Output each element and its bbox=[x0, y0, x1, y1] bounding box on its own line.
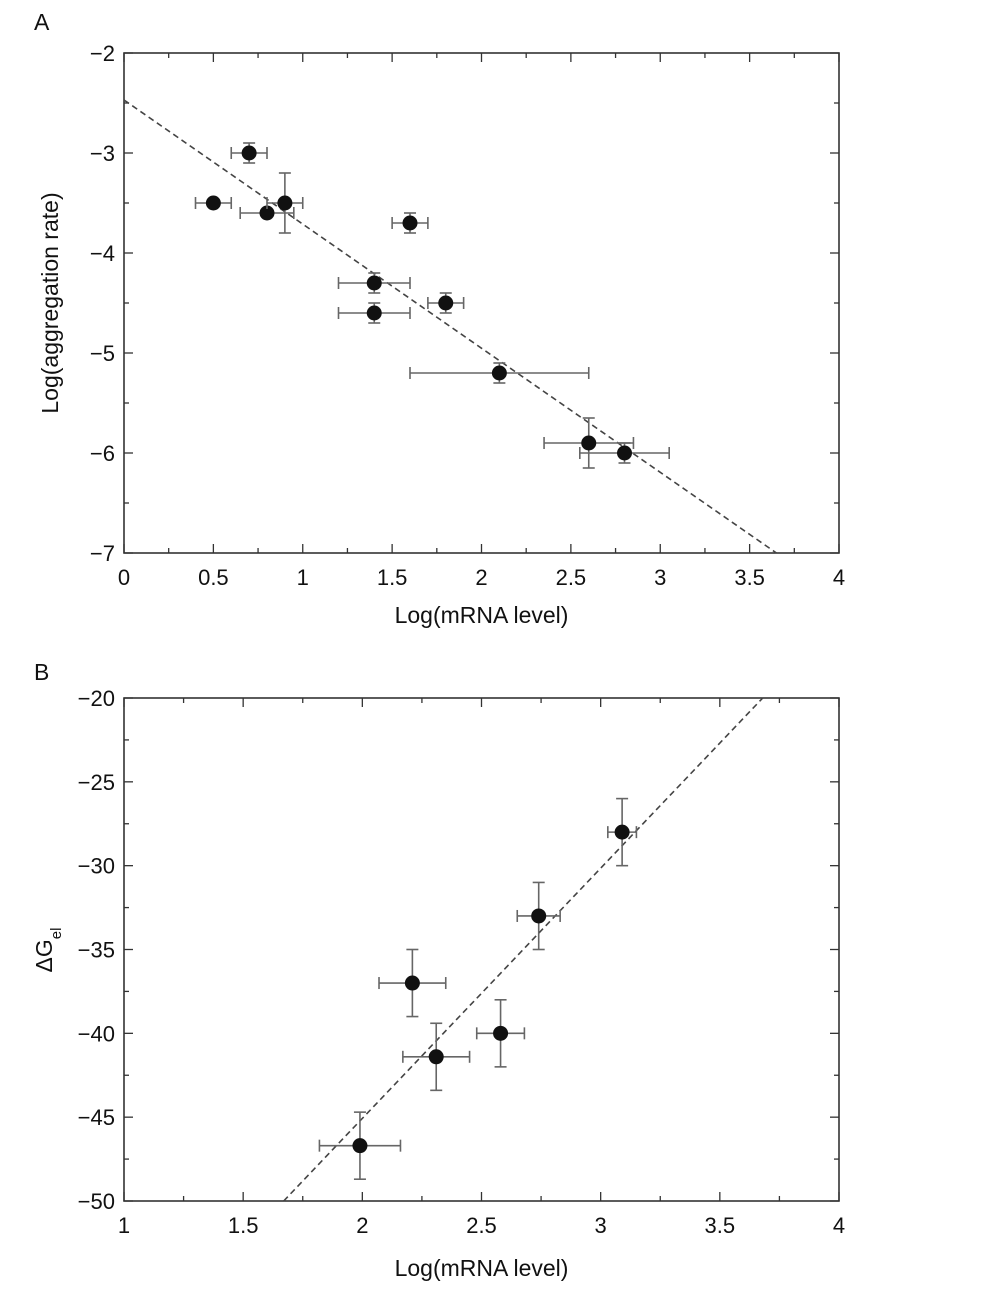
x-tick-label: 0 bbox=[118, 565, 130, 590]
x-tick-label: 2.5 bbox=[466, 1213, 497, 1238]
y-tick-label: −45 bbox=[78, 1105, 115, 1130]
y-axis-label: Log(aggregation rate) bbox=[37, 192, 63, 413]
x-tick-label: 3 bbox=[654, 565, 666, 590]
panel-b: B 1 1.5 2 2.5 3 3.5 4 −50 −45 −40 −35 −30 −25 −20 Log(m… bbox=[31, 659, 845, 1281]
y-tick-label: −7 bbox=[90, 541, 115, 566]
panel-a: A 0 0.5 1 1.5 2 2.5 3 3.5 4 −7 −6 −5 −4 −3 −2 Log(mRNA l… bbox=[34, 9, 845, 628]
y-axis-label-main: ΔG bbox=[31, 939, 57, 972]
x-tick-label: 3 bbox=[595, 1213, 607, 1238]
y-axis-label: ΔGel bbox=[31, 928, 65, 973]
data-point bbox=[402, 215, 418, 231]
panel-label: A bbox=[34, 9, 50, 35]
data-point bbox=[438, 295, 454, 311]
x-tick-label: 4 bbox=[833, 1213, 845, 1238]
plot-frame bbox=[123, 52, 840, 554]
x-tick-label: 1 bbox=[118, 1213, 130, 1238]
fit-line bbox=[283, 697, 764, 1202]
data-point bbox=[491, 365, 507, 381]
data-point bbox=[352, 1138, 368, 1154]
plot-frame bbox=[123, 697, 840, 1202]
x-axis-label: Log(mRNA level) bbox=[395, 602, 569, 628]
y-tick-label: −5 bbox=[90, 341, 115, 366]
y-tick-label: −50 bbox=[78, 1189, 115, 1214]
x-tick-label: 1 bbox=[297, 565, 309, 590]
panel-label: B bbox=[34, 659, 49, 685]
x-axis-label: Log(mRNA level) bbox=[395, 1255, 569, 1281]
y-tick-label: −4 bbox=[90, 241, 115, 266]
data-point bbox=[205, 195, 221, 211]
y-axis-label-subscript: el bbox=[48, 928, 65, 940]
data-point bbox=[241, 145, 257, 161]
y-tick-label: −30 bbox=[78, 854, 115, 879]
x-tick-label: 2 bbox=[356, 1213, 368, 1238]
x-tick-label: 3.5 bbox=[705, 1213, 736, 1238]
x-tick-label: 0.5 bbox=[198, 565, 229, 590]
data-point bbox=[428, 1049, 444, 1065]
x-tick-label: 1.5 bbox=[228, 1213, 259, 1238]
y-tick-label: −20 bbox=[78, 686, 115, 711]
x-tick-label: 2.5 bbox=[556, 565, 587, 590]
data-point bbox=[277, 195, 293, 211]
data-point bbox=[259, 205, 275, 221]
x-tick-label: 3.5 bbox=[734, 565, 765, 590]
data-point bbox=[617, 445, 632, 461]
x-tick-label: 2 bbox=[475, 565, 487, 590]
data-point bbox=[614, 824, 630, 840]
data-point bbox=[366, 275, 382, 291]
y-tick-label: −2 bbox=[90, 41, 115, 66]
data-point bbox=[404, 975, 420, 991]
x-tick-label: 4 bbox=[833, 565, 845, 590]
y-tick-label: −25 bbox=[78, 770, 115, 795]
fit-line bbox=[123, 99, 777, 554]
data-point bbox=[493, 1025, 509, 1041]
y-tick-label: −3 bbox=[90, 141, 115, 166]
y-tick-label: −6 bbox=[90, 441, 115, 466]
y-tick-label: −35 bbox=[78, 938, 115, 963]
x-tick-label: 1.5 bbox=[377, 565, 408, 590]
data-point bbox=[531, 908, 547, 924]
data-point bbox=[366, 305, 382, 321]
data-point bbox=[581, 435, 597, 451]
y-tick-label: −40 bbox=[78, 1021, 115, 1046]
